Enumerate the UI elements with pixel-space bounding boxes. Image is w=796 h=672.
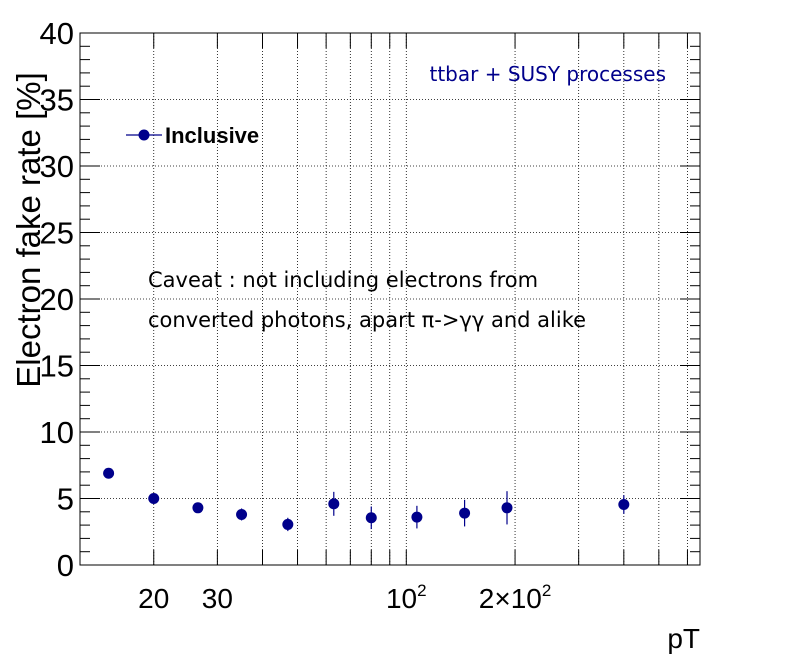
y-tick-label: 35 — [40, 83, 74, 118]
plot-frame — [79, 32, 701, 566]
y-tick-label: 15 — [40, 349, 74, 384]
data-point — [282, 518, 294, 530]
y-tick-label: 40 — [40, 16, 74, 51]
y-tick-label: 5 — [57, 482, 74, 517]
x-tick-label: 30 — [202, 583, 233, 614]
axis-ticks — [80, 32, 700, 566]
data-point — [411, 511, 423, 523]
data-points — [103, 467, 630, 532]
y-tick-label: 10 — [40, 415, 74, 450]
x-tick-label: 20 — [138, 583, 169, 614]
legend: Inclusive — [126, 123, 259, 148]
y-tick-label: 0 — [57, 548, 74, 583]
caveat-line-2: converted photons, apart π->γγ and alike — [148, 308, 586, 332]
y-tick-label: 20 — [40, 282, 74, 317]
data-point — [328, 498, 340, 510]
y-tick-label: 25 — [40, 216, 74, 251]
x-axis-title: pT — [667, 623, 700, 654]
data-point — [192, 502, 204, 514]
data-point — [618, 498, 630, 510]
y-tick-label: 30 — [40, 149, 74, 184]
x-tick-label: 2×102 — [479, 581, 552, 614]
data-point — [365, 512, 377, 524]
caveat-line-1: Caveat : not including electrons from — [148, 268, 538, 292]
tick-labels: 0 5 10 15 20 25 30 35 40 20 30 102 2×102 — [40, 16, 552, 614]
legend-marker — [138, 129, 150, 141]
legend-label-inclusive: Inclusive — [165, 123, 259, 148]
data-point — [459, 507, 471, 519]
data-point — [103, 467, 115, 479]
process-annotation: ttbar + SUSY processes — [429, 62, 666, 86]
y-axis-title: Electron fake rate [%] — [10, 72, 47, 387]
data-point — [236, 508, 248, 520]
grid — [80, 33, 700, 565]
x-tick-label: 102 — [386, 581, 427, 614]
data-point — [501, 502, 513, 514]
data-point — [148, 493, 160, 504]
